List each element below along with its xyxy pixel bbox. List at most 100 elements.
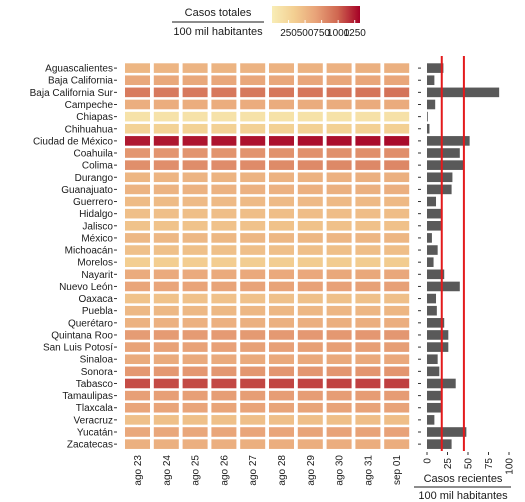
heatmap-cell [326,63,352,73]
heatmap-cell [326,184,352,195]
heatmap-cell [384,390,410,401]
heatmap-cell [355,342,381,352]
state-label: Zacatecas [67,440,113,451]
heatmap-cell [153,366,179,377]
state-label: Tlaxcala [76,403,114,414]
heatmap-cell [326,160,352,170]
heatmap-cell [240,378,266,389]
heatmap-cell [211,378,237,389]
heatmap-cell [269,366,294,377]
heatmap-cell [355,196,381,207]
heatmap-cell [125,269,150,280]
heatmap-cell [182,257,208,267]
heatmap-cell [384,354,410,365]
heatmap-cell [153,281,179,292]
heatmap-cell [297,378,323,389]
state-label: Colima [82,161,114,172]
heatmap-cell [153,257,179,267]
heatmap-cell [297,330,323,340]
bar [427,220,441,231]
heatmap-cell [297,402,323,413]
heatmap-cell [384,233,410,243]
heatmap-cell [269,330,294,340]
heatmap-cell [384,330,410,340]
heatmap-cell [125,354,150,365]
heatmap-cell [297,281,323,292]
bar [427,366,440,377]
heatmap-cell [269,148,294,158]
heatmap-cell [153,293,179,304]
heatmap-cell [240,172,266,183]
heatmap-cell [182,123,208,134]
heatmap-cell [384,305,410,316]
heatmap-cell [297,366,323,377]
state-label: Guanajuato [61,185,113,196]
heatmap-cell [297,148,323,158]
bar-tick-label: 100 [505,458,516,475]
heatmap-cell [182,184,208,195]
bar [427,354,438,365]
heatmap-cell [182,245,208,255]
heatmap-cell [355,136,381,146]
heatmap-cell [269,87,294,98]
heatmap-cell [269,196,294,207]
heatmap-cell [355,390,381,401]
heatmap-cell [125,257,150,267]
heatmap-cell [182,269,208,280]
heatmap-cell [240,390,266,401]
heatmap-cell [269,172,294,183]
heatmap-cell [240,99,266,110]
heatmap-cell [269,342,294,352]
heatmap-cell [211,75,237,86]
heatmap-cell [355,269,381,280]
heatmap-cell [125,305,150,316]
bar [427,184,452,195]
heatmap-cell [355,208,381,219]
heatmap-cell [355,378,381,389]
heatmap-cell [326,330,352,340]
heatmap-cell [297,160,323,170]
heatmap-cell [326,269,352,280]
heatmap-cell [240,330,266,340]
heatmap-cell [297,269,323,280]
heatmap-cell [326,354,352,365]
heatmap-cell [125,99,150,110]
heatmap-cell [125,318,150,328]
heatmap-cell [211,257,237,267]
heatmap-cell [326,123,352,134]
heatmap-cells [125,63,410,449]
heatmap-cell [355,245,381,255]
heatmap-cell [211,293,237,304]
state-label: Ciudad de México [33,136,113,147]
heatmap-cell [384,172,410,183]
date-label: ago 24 [162,455,173,486]
heatmap-cell [384,136,410,146]
heatmap-cell [326,245,352,255]
state-label: San Luis Potosí [43,343,113,354]
heatmap-cell [240,269,266,280]
state-label: Coahuila [74,149,114,160]
heatmap-cell [355,427,381,437]
heatmap-cell [125,87,150,98]
bar [427,160,464,170]
heatmap-cell [240,245,266,255]
heatmap-cell [182,354,208,365]
heatmap-cell [326,281,352,292]
heatmap-cell [125,75,150,86]
heatmap-cell [182,305,208,316]
bar-xlabel: Casos recientes [424,473,503,485]
heatmap-cell [211,233,237,243]
heatmap-cell [211,330,237,340]
heatmap-cell [384,293,410,304]
heatmap-cell [269,354,294,365]
heatmap-cell [297,196,323,207]
heatmap-cell [326,111,352,122]
bar [427,208,441,219]
heatmap-cell [384,196,410,207]
heatmap-cell [240,63,266,73]
bar-tick-label: 0 [423,458,434,464]
heatmap-cell [297,136,323,146]
heatmap-cell [153,172,179,183]
heatmap-cell [326,318,352,328]
